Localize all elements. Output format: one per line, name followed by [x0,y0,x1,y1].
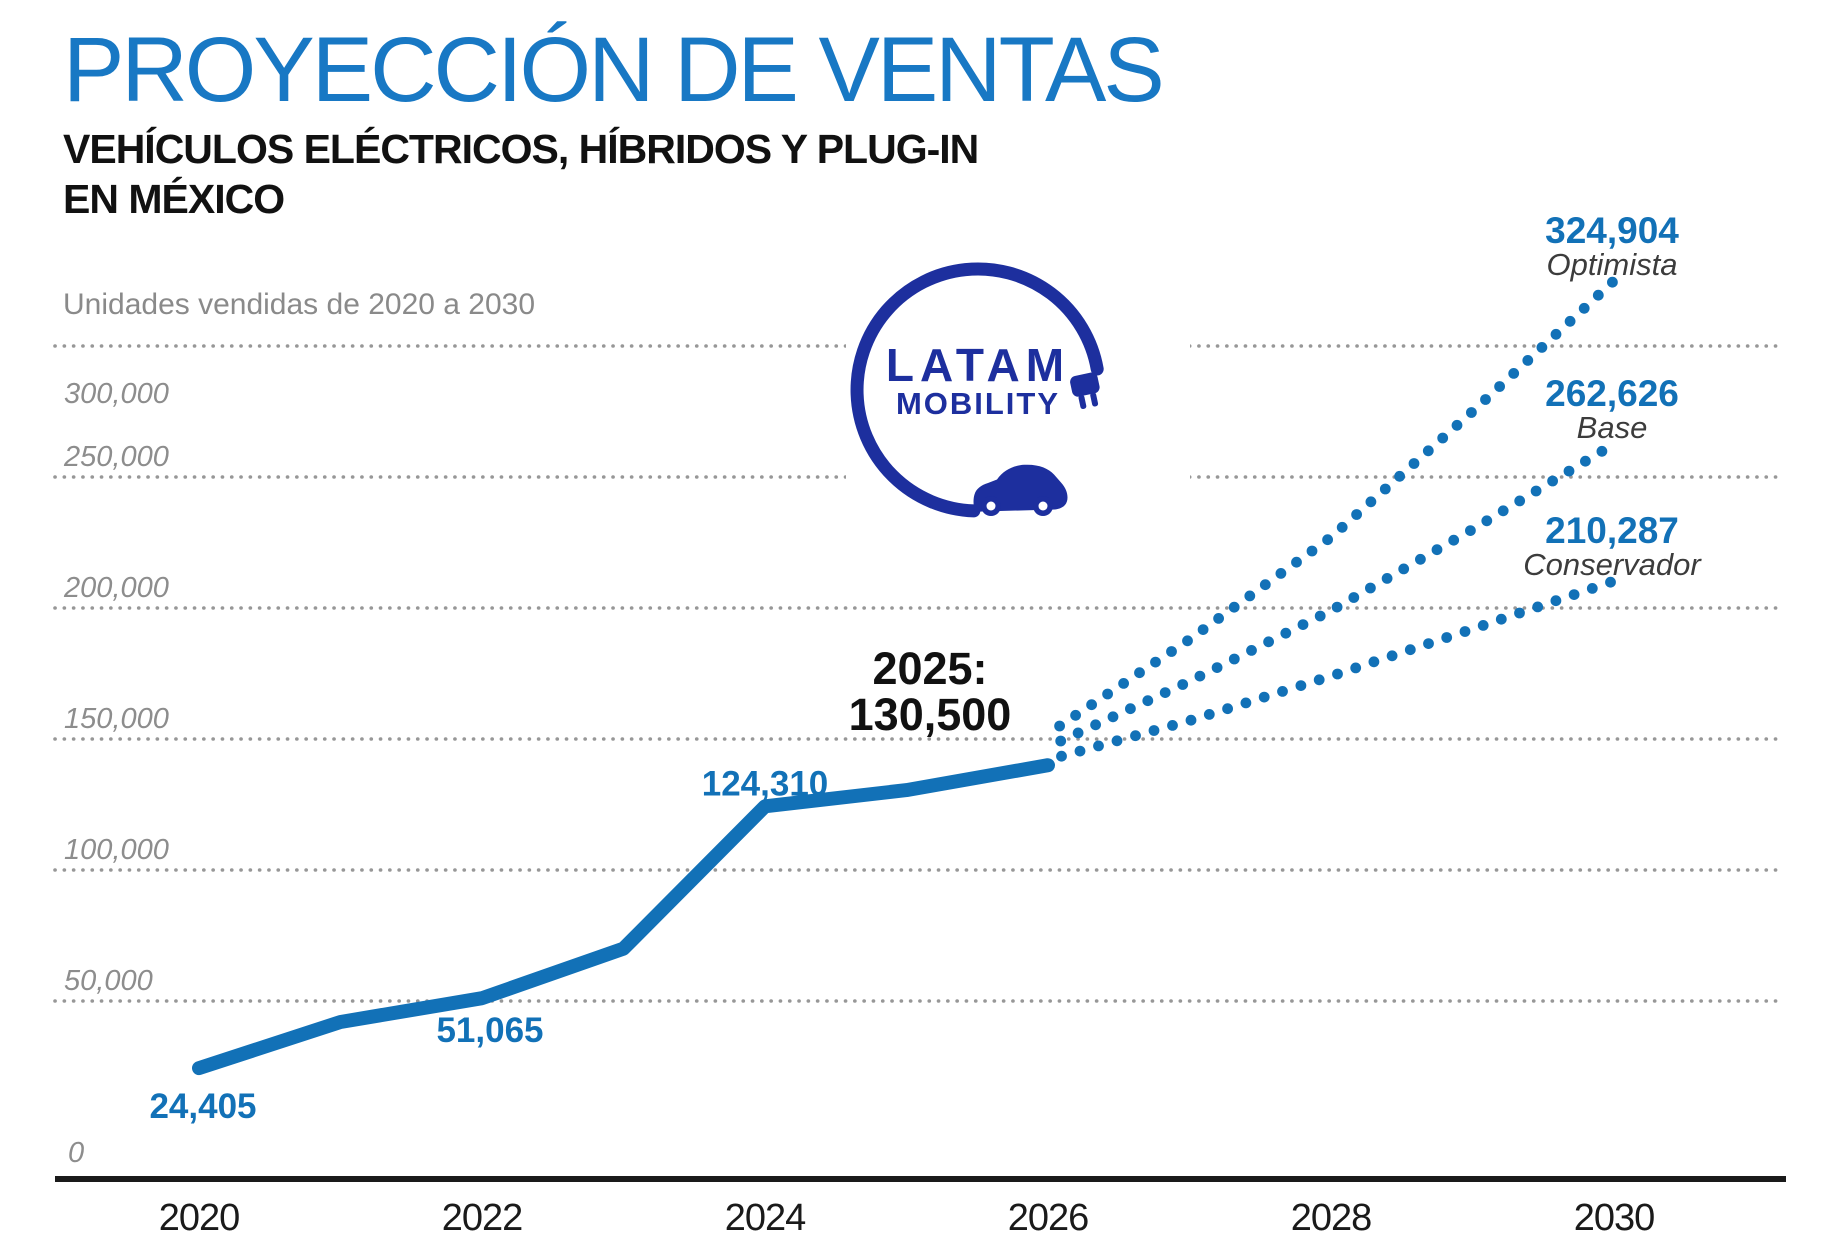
y-axis-labels: 0 50,000 100,000 150,000 200,000 250,000 300,0… [63,378,169,1169]
data-label-2020: 24,405 [149,1087,256,1126]
logo-text-latam: LATAM [886,339,1070,391]
projection-name-base: Base [1577,410,1648,445]
logo-text-mobility: MOBILITY [896,386,1060,421]
subtitle-line-1: VEHÍCULOS ELÉCTRICOS, HÍBRIDOS Y PLUG-IN [63,126,979,172]
projection-name-optimista: Optimista [1547,247,1678,282]
projection-value-optimista: 324,904 [1545,210,1679,251]
annotation-2025-value: 130,500 [849,689,1012,740]
projection-dots-optimista [1054,276,1618,732]
data-label-2024: 124,310 [702,764,829,803]
page-title: PROYECCIÓN DE VENTAS [63,19,1165,121]
y-tick-label-0: 0 [68,1137,84,1169]
projection-value-conservador: 210,287 [1545,510,1679,551]
x-tick-label-2022: 2022 [442,1197,523,1239]
y-tick-label-50000: 50,000 [64,965,153,997]
y-tick-label-250000: 250,000 [63,441,169,473]
header: PROYECCIÓN DE VENTAS VEHÍCULOS ELÉCTRICO… [63,22,1263,224]
y-tick-label-200000: 200,000 [63,572,169,604]
x-tick-label-2028: 2028 [1291,1197,1372,1239]
x-tick-label-2030: 2030 [1574,1197,1655,1239]
x-axis-labels: 2020 2022 2024 2026 2028 2030 [159,1197,1656,1239]
logo-circle-arc [850,262,1104,518]
subtitle-line-2: EN MÉXICO [63,176,285,222]
x-axis-line [55,1176,1786,1182]
y-tick-label-300000: 300,000 [64,378,169,410]
y-tick-label-100000: 100,000 [64,834,169,866]
gridlines [53,344,1780,1003]
annotation-2025: 2025:130,500 [849,643,1012,740]
page-subtitle: VEHÍCULOS ELÉCTRICOS, HÍBRIDOS Y PLUG-IN… [63,124,1263,224]
projection-dots-base [1055,445,1608,747]
y-tick-label-150000: 150,000 [64,703,169,735]
latam-mobility-logo: LATAM MOBILITY [846,248,1190,526]
data-label-2022: 51,065 [436,1011,543,1050]
axis-units-label: Unidades vendidas de 2020 a 2030 [63,288,536,321]
projection-dots-conservador [1056,576,1616,762]
projection-name-conservador: Conservador [1523,547,1702,582]
sales-history-line [192,758,1055,1076]
x-tick-label-2020: 2020 [159,1197,240,1239]
annotation-2025-year: 2025: [872,643,987,694]
plug-icon [1070,372,1100,410]
x-tick-label-2026: 2026 [1008,1197,1089,1239]
car-icon [973,464,1068,516]
x-tick-label-2024: 2024 [725,1197,806,1239]
projection-value-base: 262,626 [1545,373,1679,414]
